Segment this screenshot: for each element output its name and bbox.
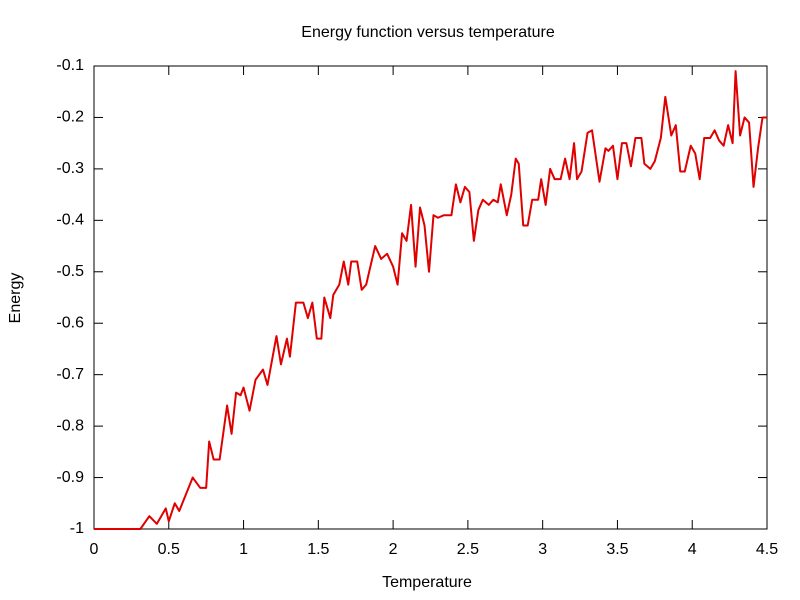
x-tick-label: 0 xyxy=(90,541,99,558)
x-tick-label: 3 xyxy=(538,541,547,558)
x-tick-label: 4 xyxy=(688,541,697,558)
y-tick-label: -0.8 xyxy=(56,417,84,434)
y-tick-label: -0.9 xyxy=(56,469,84,486)
x-tick-label: 1.5 xyxy=(307,541,329,558)
y-axis-label: Energy xyxy=(7,273,24,324)
y-tick-label: -1 xyxy=(70,520,84,537)
y-tick-label: -0.2 xyxy=(56,109,84,126)
x-axis-label: Temperature xyxy=(382,574,472,591)
x-tick-label: 2.5 xyxy=(457,541,479,558)
x-tick-label: 2 xyxy=(389,541,398,558)
x-tick-label: 0.5 xyxy=(158,541,180,558)
y-tick-label: -0.7 xyxy=(56,366,84,383)
y-tick-label: -0.6 xyxy=(56,314,84,331)
x-tick-label: 1 xyxy=(239,541,248,558)
x-tick-label: 3.5 xyxy=(606,541,628,558)
x-tick-label: 4.5 xyxy=(756,541,778,558)
chart-title: Energy function versus temperature xyxy=(301,24,555,41)
y-tick-label: -0.1 xyxy=(56,57,84,74)
data-line xyxy=(94,70,767,530)
y-tick-label: -0.4 xyxy=(56,212,84,229)
y-tick-label: -0.3 xyxy=(56,160,84,177)
y-tick-label: -0.5 xyxy=(56,263,84,280)
plot-frame xyxy=(93,65,768,530)
